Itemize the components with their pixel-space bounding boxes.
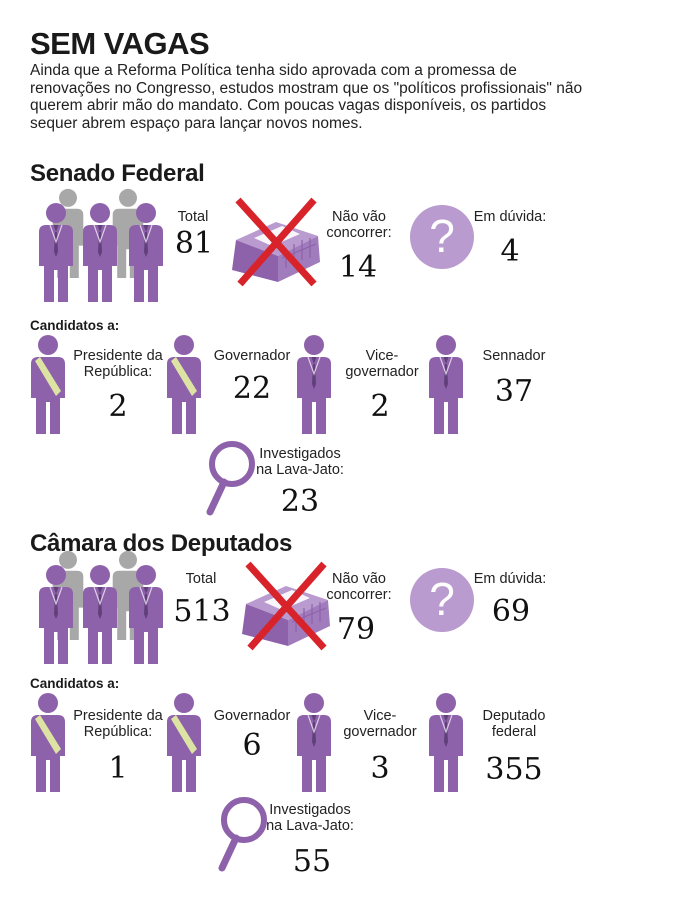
senado-governor-person-icon <box>167 335 201 434</box>
senado-group-people-icon <box>38 188 164 302</box>
senado-cand-label-2: Vice-governador <box>345 348 419 380</box>
senado-cand-label-3: Sennador <box>482 348 546 364</box>
camara-total-label: Total <box>185 571 217 587</box>
intro-text: Ainda que a Reforma Política tenha sido … <box>30 62 583 132</box>
senado-magnifier-icon <box>206 441 255 516</box>
senado-duvida-label: Em dúvida: <box>473 209 547 225</box>
camara-question-mark: ? <box>429 573 455 625</box>
camara-cand-value-1: 6 <box>242 728 262 763</box>
camara-cand-label-3: Deputado federal <box>482 708 546 740</box>
camara-candidatos-label: Candidatos a: <box>30 676 120 691</box>
senado-question-icon: ? <box>410 205 474 269</box>
senado-total-value: 81 <box>174 226 214 261</box>
senado-cand-value-0: 2 <box>108 389 128 424</box>
camara-cand-value-3: 355 <box>485 752 543 787</box>
senado-cand-label-1: Governador <box>213 348 291 364</box>
senado-nao-value: 14 <box>338 250 378 285</box>
senado-candidatos-label: Candidatos a: <box>30 318 120 333</box>
page-title: SEM VAGAS <box>30 26 210 61</box>
senado-investigados-value: 23 <box>280 484 320 519</box>
camara-cand-label-2: Vice-governador <box>343 708 417 740</box>
camara-title: Câmara dos Deputados <box>30 530 293 557</box>
camara-nao-label: Não vão concorrer: <box>326 571 392 603</box>
senado-total-label: Total <box>177 209 209 225</box>
camara-group-people-icon <box>38 550 164 664</box>
camara-ballot-box-crossed-icon <box>242 561 330 651</box>
camara-total-value: 513 <box>173 594 231 629</box>
senado-ballot-box-crossed-icon <box>232 197 320 287</box>
camara-deputy-person-icon <box>428 692 464 792</box>
senado-vice-person-icon <box>296 334 332 434</box>
senado-investigados-label: Investigados na Lava-Jato: <box>256 446 344 478</box>
camara-governor-person-icon <box>167 693 201 792</box>
senado-question-mark: ? <box>429 210 455 262</box>
camara-vice-person-icon <box>296 692 332 792</box>
senado-cand-value-1: 22 <box>232 371 272 406</box>
camara-cand-label-0: Presidente da República: <box>73 708 163 740</box>
senado-nao-label: Não vão concorrer: <box>326 209 392 241</box>
camara-investigados-value: 55 <box>292 844 332 879</box>
camara-duvida-value: 69 <box>491 594 531 629</box>
camara-investigados-label: Investigados na Lava-Jato: <box>266 802 354 834</box>
camara-nao-value: 79 <box>336 612 376 647</box>
senado-duvida-value: 4 <box>500 234 520 269</box>
camara-question-icon: ? <box>410 568 474 632</box>
senado-cand-value-3: 37 <box>494 374 534 409</box>
camara-cand-value-2: 3 <box>370 751 390 786</box>
camara-magnifier-icon <box>218 797 267 872</box>
camara-cand-value-0: 1 <box>108 751 128 786</box>
camara-president-person-icon <box>31 693 65 792</box>
senado-title: Senado Federal <box>30 160 205 187</box>
senado-president-person-icon <box>31 335 65 434</box>
senado-cand-label-0: Presidente da República: <box>73 348 163 380</box>
senado-senator-person-icon <box>428 334 464 434</box>
camara-cand-label-1: Governador <box>213 708 291 724</box>
senado-cand-value-2: 2 <box>370 389 390 424</box>
camara-duvida-label: Em dúvida: <box>473 571 547 587</box>
